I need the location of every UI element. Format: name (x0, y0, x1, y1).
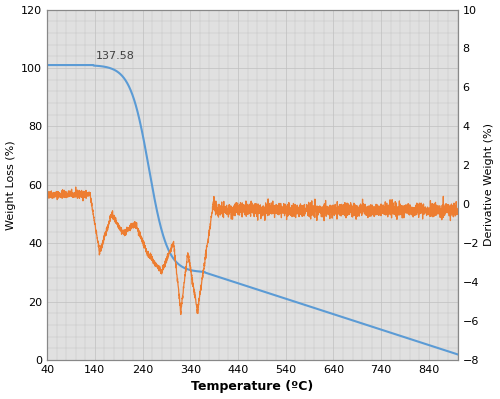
X-axis label: Temperature (ºC): Temperature (ºC) (191, 380, 314, 393)
Y-axis label: Weight Loss (%): Weight Loss (%) (6, 140, 16, 229)
Y-axis label: Derivative Weight (%): Derivative Weight (%) (484, 123, 494, 246)
Text: 137.58: 137.58 (96, 51, 135, 61)
